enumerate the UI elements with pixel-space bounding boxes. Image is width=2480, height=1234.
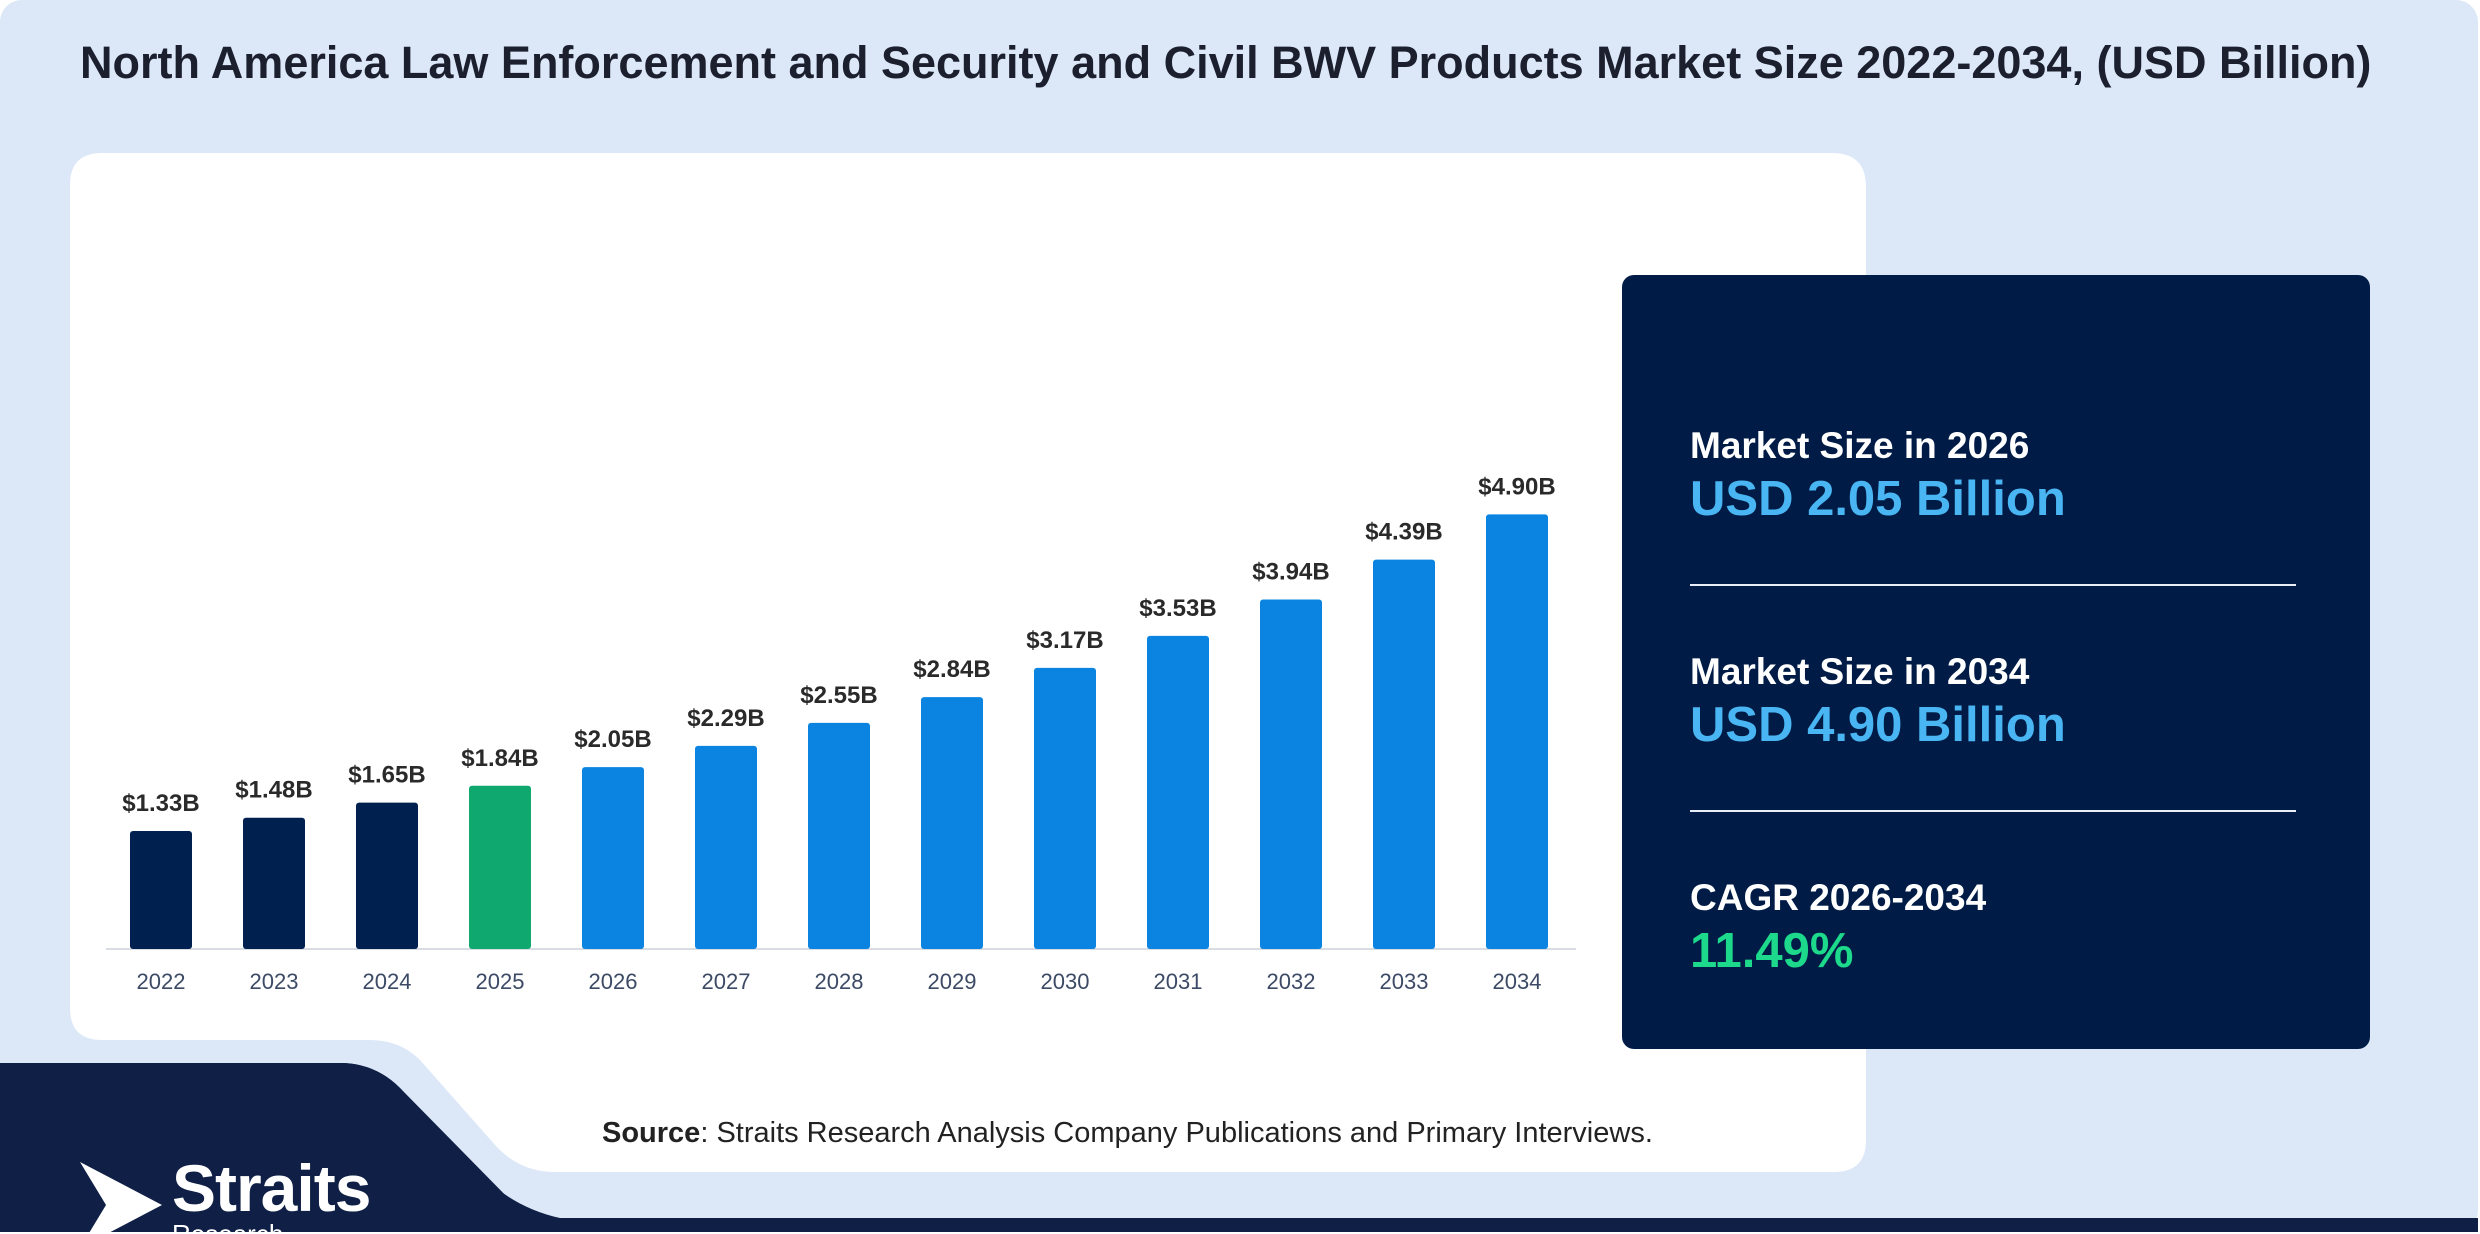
- source-note: Source: Straits Research Analysis Compan…: [602, 1117, 1653, 1150]
- source-text: : Straits Research Analysis Company Publ…: [700, 1117, 1653, 1149]
- page-title: North America Law Enforcement and Securi…: [80, 37, 2372, 88]
- bar-2033: [1373, 559, 1435, 949]
- stat-cagr-value: 11.49%: [1690, 924, 1854, 978]
- bar-2023: [243, 817, 305, 949]
- bar-2029: [921, 697, 983, 949]
- bar-2030: [1034, 667, 1096, 949]
- stat-2034-value: USD 4.90 Billion: [1690, 698, 2066, 752]
- x-tick-2022: 2022: [137, 969, 186, 994]
- stat-cagr-label: CAGR 2026-2034: [1690, 877, 1987, 918]
- x-tick-2032: 2032: [1267, 969, 1316, 994]
- bar-2028: [808, 722, 870, 949]
- data-label-2026: $2.05B: [574, 726, 651, 753]
- bar-2032: [1260, 599, 1322, 949]
- bar-2022: [130, 831, 192, 949]
- x-tick-2033: 2033: [1380, 969, 1429, 994]
- bar-2031: [1147, 635, 1209, 949]
- logo-subtitle: Research: [172, 1219, 284, 1234]
- data-label-2027: $2.29B: [687, 705, 764, 732]
- x-tick-2026: 2026: [589, 969, 638, 994]
- data-label-2029: $2.84B: [913, 656, 990, 683]
- x-tick-2030: 2030: [1041, 969, 1090, 994]
- data-label-2033: $4.39B: [1365, 519, 1442, 546]
- bar-2025: [469, 785, 531, 949]
- data-label-2032: $3.94B: [1252, 559, 1329, 586]
- bar-2026: [582, 767, 644, 949]
- x-tick-2034: 2034: [1493, 969, 1542, 994]
- divider-2: [1690, 810, 2296, 812]
- data-label-2023: $1.48B: [235, 777, 312, 804]
- x-tick-2025: 2025: [476, 969, 525, 994]
- data-label-2031: $3.53B: [1139, 595, 1216, 622]
- x-tick-2027: 2027: [702, 969, 751, 994]
- source-label: Source: [602, 1117, 701, 1149]
- logo-name: Straits: [172, 1151, 371, 1225]
- bar-2027: [695, 745, 757, 949]
- data-label-2022: $1.33B: [122, 790, 199, 817]
- key-stats-panel: Market Size in 2026 USD 2.05 Billion Mar…: [1622, 275, 2370, 1049]
- stat-2026-value: USD 2.05 Billion: [1690, 472, 2066, 526]
- data-label-2034: $4.90B: [1478, 473, 1555, 500]
- data-label-2025: $1.84B: [461, 745, 538, 772]
- stat-2026: Market Size in 2026 USD 2.05 Billion: [1690, 423, 2066, 529]
- footer-navy-band: [0, 1063, 2478, 1232]
- x-tick-2029: 2029: [928, 969, 977, 994]
- x-tick-2024: 2024: [363, 969, 412, 994]
- divider-1: [1690, 584, 2296, 586]
- bars-layer: $1.33B 2022 $1.48B 2023 $1.65B 2024 $1.84B 2025…: [122, 473, 1555, 994]
- stat-2026-label: Market Size in 2026: [1690, 425, 2030, 466]
- bar-2034: [1486, 514, 1548, 949]
- data-label-2028: $2.55B: [800, 682, 877, 709]
- x-tick-2031: 2031: [1154, 969, 1203, 994]
- stat-cagr: CAGR 2026-2034 11.49%: [1690, 875, 1986, 981]
- stat-2034: Market Size in 2034 USD 4.90 Billion: [1690, 649, 2066, 755]
- x-tick-2028: 2028: [815, 969, 864, 994]
- x-tick-2023: 2023: [250, 969, 299, 994]
- data-label-2024: $1.65B: [348, 762, 425, 789]
- bar-2024: [356, 802, 418, 949]
- data-label-2030: $3.17B: [1026, 627, 1103, 654]
- logo-arrow-icon: [80, 1162, 162, 1234]
- stat-2034-label: Market Size in 2034: [1690, 651, 2030, 692]
